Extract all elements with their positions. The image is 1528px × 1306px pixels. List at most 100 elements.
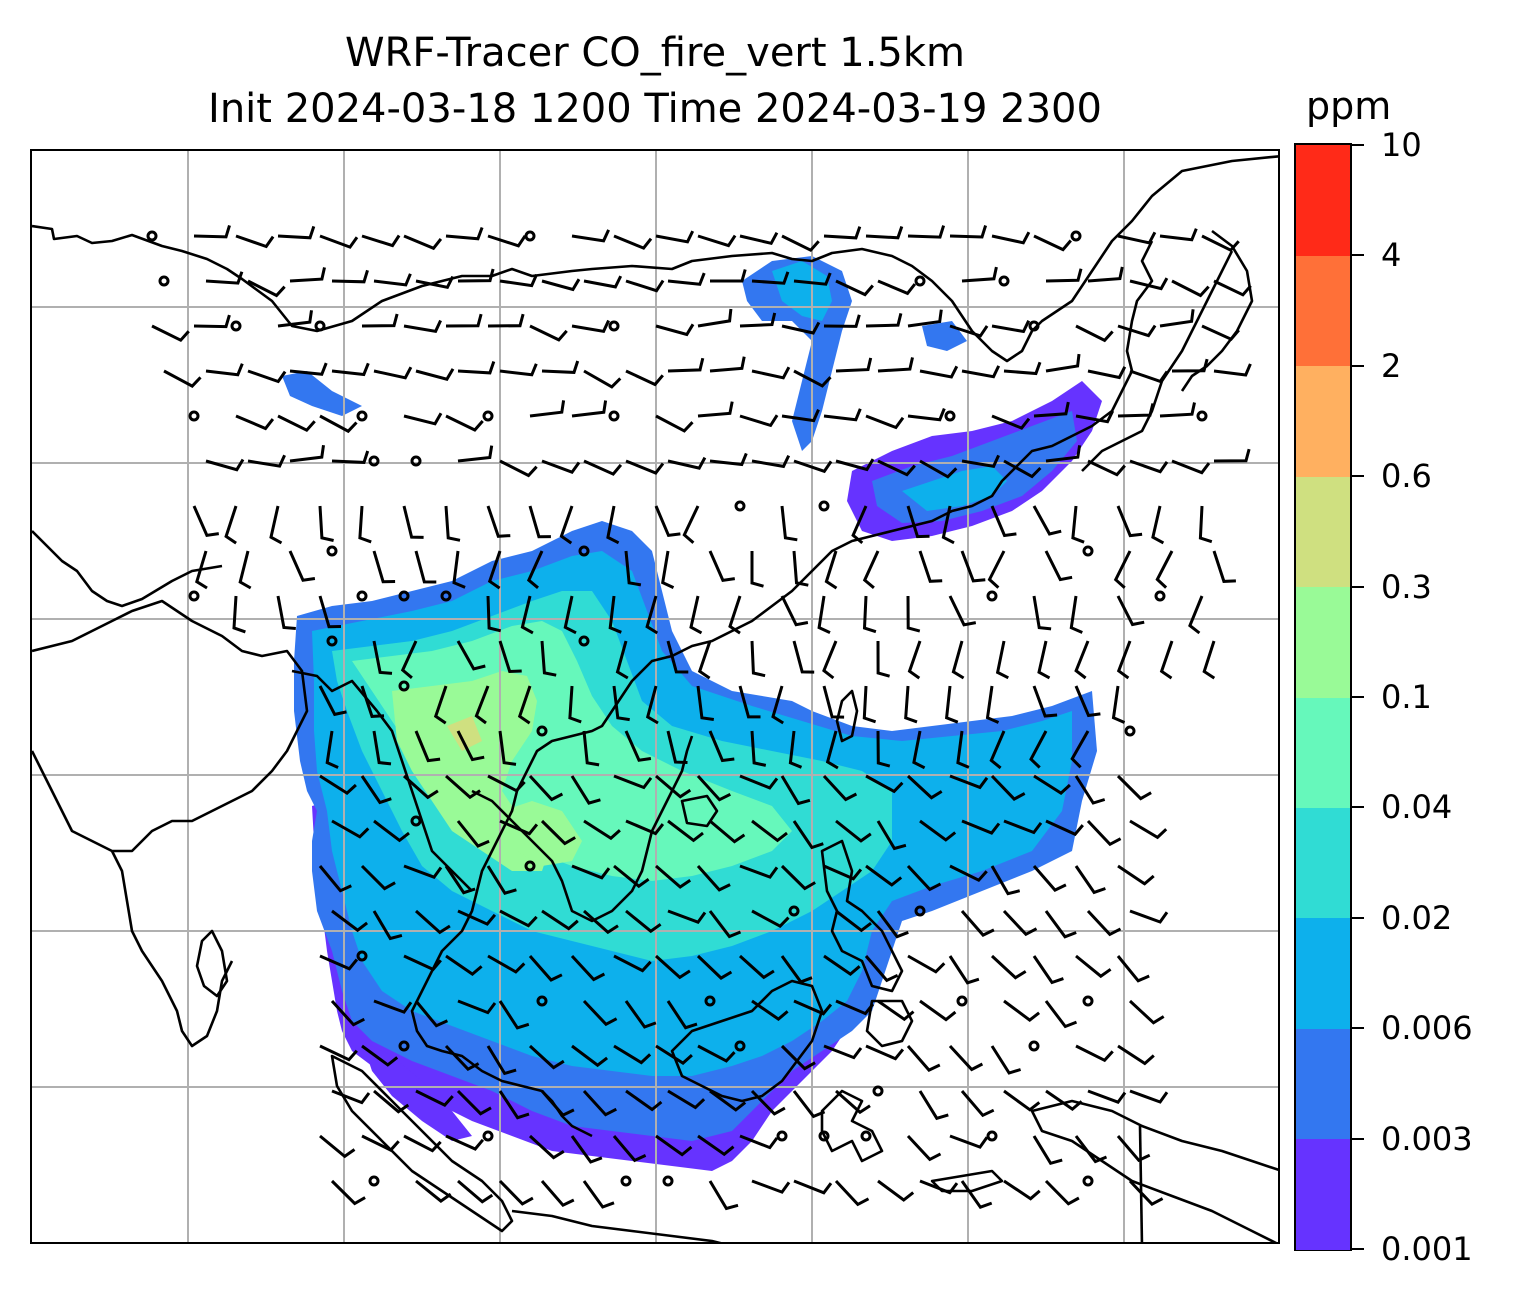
wind-barb <box>689 595 703 635</box>
wind-barb <box>456 1089 492 1116</box>
wind-barb <box>445 414 484 432</box>
wind-barb <box>835 1089 871 1115</box>
wind-barb <box>224 505 238 545</box>
calm-wind-marker <box>944 410 956 422</box>
wind-barb <box>697 1044 736 1063</box>
wind-barb <box>1116 1135 1151 1163</box>
wind-barb <box>949 864 988 883</box>
wind-barb <box>960 1090 995 1118</box>
wind-barb <box>1032 955 1064 985</box>
field-patch-west <box>282 371 362 416</box>
wind-barb <box>990 505 1017 538</box>
colorbar-tick-label: 0.3 <box>1381 567 1432 606</box>
coastline-new-guinea <box>1030 1099 1278 1242</box>
wind-barb <box>960 910 995 937</box>
wind-barb <box>452 550 466 589</box>
calm-wind-marker <box>440 590 452 602</box>
wind-barb <box>655 774 692 799</box>
wind-barb <box>990 774 1026 801</box>
wind-barb <box>541 278 581 292</box>
colorbar-tick-label: 0.02 <box>1381 898 1453 937</box>
calm-wind-marker <box>704 995 716 1007</box>
wind-barb <box>961 266 998 283</box>
wind-barb <box>654 954 691 980</box>
colorbar-segment <box>1296 1028 1350 1140</box>
wind-barb <box>987 550 1006 589</box>
wind-barb <box>541 459 581 475</box>
wind-barb <box>331 819 370 839</box>
wind-barb <box>583 909 619 935</box>
colorbar-segment <box>1296 917 1350 1029</box>
coastline-china-east <box>410 240 1154 1138</box>
wind-barb <box>360 685 385 718</box>
wind-barb <box>570 954 606 982</box>
wind-barb <box>793 272 832 286</box>
wind-barb <box>1044 910 1077 939</box>
wind-barb <box>728 595 742 635</box>
wind-barb <box>444 1044 480 1072</box>
colorbar <box>1294 143 1352 1251</box>
wind-barb <box>919 819 957 842</box>
wind-barb <box>372 910 403 941</box>
wind-barb <box>541 360 580 374</box>
wind-barb <box>486 595 502 633</box>
wind-barb <box>823 864 863 881</box>
wind-barb <box>792 640 815 674</box>
wind-barb <box>205 271 244 285</box>
wind-barb <box>625 909 662 934</box>
wind-barb <box>792 1090 826 1119</box>
wind-barb <box>710 269 747 283</box>
wind-barb <box>667 909 707 925</box>
wind-barb <box>487 313 525 328</box>
wind-barb <box>330 999 365 1027</box>
wind-barb <box>918 1090 949 1121</box>
wind-barb <box>835 909 872 933</box>
wind-barb <box>1129 459 1169 474</box>
calm-wind-marker <box>482 1130 494 1142</box>
wind-barb <box>570 775 601 805</box>
wind-barb <box>1044 550 1073 582</box>
wind-barb <box>788 730 803 769</box>
wind-barb <box>487 774 526 793</box>
calm-wind-marker <box>188 590 200 602</box>
colorbar-unit-label: ppm <box>1306 84 1392 128</box>
wind-barb <box>708 1180 739 1211</box>
wind-barb <box>499 819 539 836</box>
wind-barb <box>1116 640 1132 680</box>
wind-barb <box>498 1179 534 1206</box>
wind-barb <box>457 445 494 463</box>
wind-barb <box>750 551 764 588</box>
calm-wind-marker <box>986 590 998 602</box>
wind-barb <box>289 444 325 463</box>
wind-barb <box>823 226 862 240</box>
wind-barb <box>445 774 481 800</box>
wind-barb <box>612 1135 647 1163</box>
wind-barb <box>1129 277 1169 291</box>
wind-barb <box>582 730 600 767</box>
wind-barb <box>486 865 517 895</box>
coastline-bay-bengal <box>291 669 473 892</box>
wind-barb <box>865 226 904 240</box>
wind-barb <box>1117 403 1155 418</box>
wind-barb <box>864 955 899 983</box>
wind-barb <box>1029 730 1048 769</box>
wind-barb <box>361 1134 400 1152</box>
wind-barb <box>193 314 231 329</box>
wind-barb <box>414 550 437 584</box>
wind-barb <box>907 954 946 974</box>
colorbar-tick-label: 0.006 <box>1381 1009 1473 1048</box>
wind-barb <box>793 369 832 388</box>
calm-wind-marker <box>398 590 410 602</box>
wind-barb <box>1074 1135 1108 1164</box>
wind-barb <box>205 363 244 377</box>
wind-barb <box>697 308 733 328</box>
wind-barb <box>793 1179 833 1195</box>
wind-barb <box>319 954 359 971</box>
wind-barb <box>1045 819 1084 837</box>
wind-barb <box>1086 909 1122 937</box>
wind-barb <box>739 774 779 790</box>
colorbar-tick <box>1352 475 1364 478</box>
wind-barb <box>949 225 988 239</box>
wind-barb <box>1171 279 1210 298</box>
field-patch-ne-2 <box>902 466 1007 511</box>
